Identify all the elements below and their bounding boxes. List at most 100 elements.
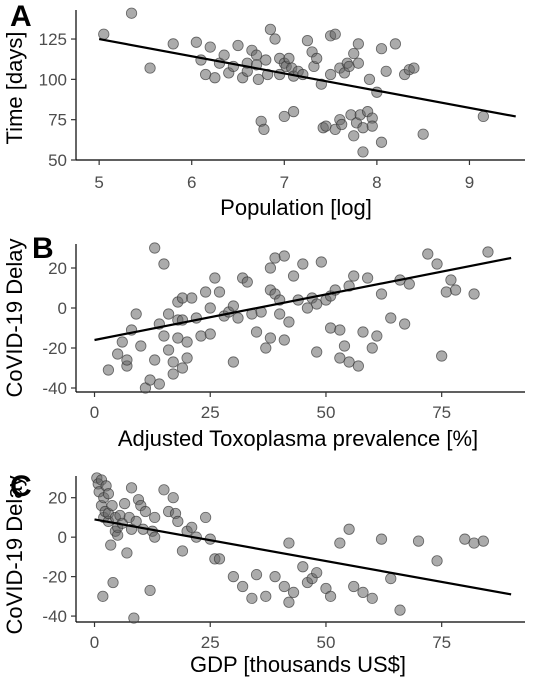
data-point-b <box>274 308 286 320</box>
data-point-b <box>278 334 290 346</box>
data-point-b <box>468 288 480 300</box>
data-point-b <box>195 330 207 342</box>
data-point-b <box>315 256 327 268</box>
data-point-a <box>389 38 401 50</box>
data-point-b <box>264 332 277 344</box>
data-point-a <box>311 52 323 64</box>
data-point-a <box>329 28 341 40</box>
panel-b: B CoVID-19 Delay Adjusted Toxoplasma pre… <box>2 232 525 451</box>
data-point-c <box>412 535 425 547</box>
data-point-a <box>417 128 429 140</box>
data-point-b <box>352 360 364 372</box>
data-point-c <box>139 505 152 518</box>
data-point-b <box>287 270 300 282</box>
data-point-b <box>227 356 239 368</box>
panel-c: C CoVID-19 Delay GDP [thousands US$] 0 25… <box>2 470 525 677</box>
data-point-c <box>125 482 138 494</box>
x-tick-label-c: 75 <box>432 633 451 652</box>
data-point-c <box>431 555 443 567</box>
data-point-a <box>352 38 364 50</box>
data-point-a <box>258 123 270 135</box>
trend-line-c <box>94 518 512 596</box>
data-point-b <box>162 308 175 320</box>
y-tick-label-a: 75 <box>48 111 67 130</box>
data-point-b <box>116 336 128 348</box>
y-tick-label-b: 0 <box>58 299 67 318</box>
x-tick-label-c: 25 <box>201 633 220 652</box>
data-point-a <box>348 47 360 60</box>
data-point-b <box>343 356 355 368</box>
data-point-c <box>287 586 300 599</box>
data-point-b <box>158 330 170 342</box>
data-point-b <box>440 286 452 298</box>
data-point-b <box>403 278 415 290</box>
data-point-b <box>366 342 378 354</box>
data-point-a <box>204 41 216 53</box>
data-point-c <box>366 592 378 604</box>
data-point-b <box>176 292 189 304</box>
data-point-a <box>408 62 420 74</box>
data-point-c <box>106 499 118 512</box>
data-point-c <box>186 521 198 533</box>
data-point-b <box>371 330 383 342</box>
data-point-b <box>385 312 397 324</box>
y-tick-label-c: 20 <box>48 489 67 508</box>
data-point-a <box>190 36 202 48</box>
data-point-b <box>250 326 263 338</box>
data-point-c <box>283 596 295 608</box>
data-point-b <box>200 286 212 298</box>
data-point-b <box>278 250 290 262</box>
data-point-c <box>375 533 388 545</box>
y-tick-label-a: 125 <box>39 30 67 49</box>
data-point-b <box>269 252 281 264</box>
data-point-b <box>209 272 221 284</box>
data-point-a <box>375 43 388 55</box>
trend-line-b <box>94 256 512 342</box>
data-point-a <box>357 122 369 134</box>
data-point-a <box>301 35 314 47</box>
data-point-b <box>153 378 165 390</box>
data-point-c <box>357 586 369 599</box>
data-point-b <box>181 336 193 348</box>
data-point-b <box>357 326 369 338</box>
data-point-a <box>252 73 264 85</box>
data-point-b <box>311 298 323 310</box>
data-point-a <box>363 73 376 85</box>
data-point-c <box>149 531 161 543</box>
data-point-a <box>264 23 277 35</box>
data-point-a <box>250 49 263 61</box>
data-point-b <box>102 364 115 376</box>
panel-a: A Time [days] Population [log] 5 6 7 8 9 50 75… <box>2 0 525 220</box>
x-tick-label-a: 6 <box>187 173 196 192</box>
data-point-b <box>436 350 448 362</box>
y-axis-title-a: Time [days] <box>2 32 27 145</box>
x-tick-label-b: 0 <box>90 403 99 422</box>
data-point-c <box>394 604 406 616</box>
x-tick-label-c: 50 <box>316 633 335 652</box>
data-point-a <box>200 68 212 81</box>
data-point-b <box>445 274 457 286</box>
data-point-b <box>172 332 184 344</box>
data-point-c <box>149 511 161 524</box>
data-point-b <box>264 262 277 274</box>
panel-label-b: B <box>32 232 54 265</box>
data-point-c <box>334 537 346 549</box>
data-point-b <box>348 270 360 282</box>
data-point-c <box>167 492 179 504</box>
data-point-b <box>112 348 124 360</box>
data-point-c <box>97 590 109 602</box>
data-point-b <box>375 288 388 300</box>
data-point-c <box>172 515 184 527</box>
data-point-c <box>260 590 272 602</box>
data-point-a <box>125 7 138 19</box>
data-point-b <box>213 286 226 298</box>
data-point-a <box>278 110 290 123</box>
data-point-a <box>477 110 489 123</box>
data-point-c <box>121 547 133 559</box>
data-point-b <box>176 362 189 374</box>
x-tick-label-c: 0 <box>90 633 99 652</box>
x-tick-label-a: 5 <box>94 173 103 192</box>
data-point-a <box>324 68 337 81</box>
data-point-b <box>130 308 142 320</box>
